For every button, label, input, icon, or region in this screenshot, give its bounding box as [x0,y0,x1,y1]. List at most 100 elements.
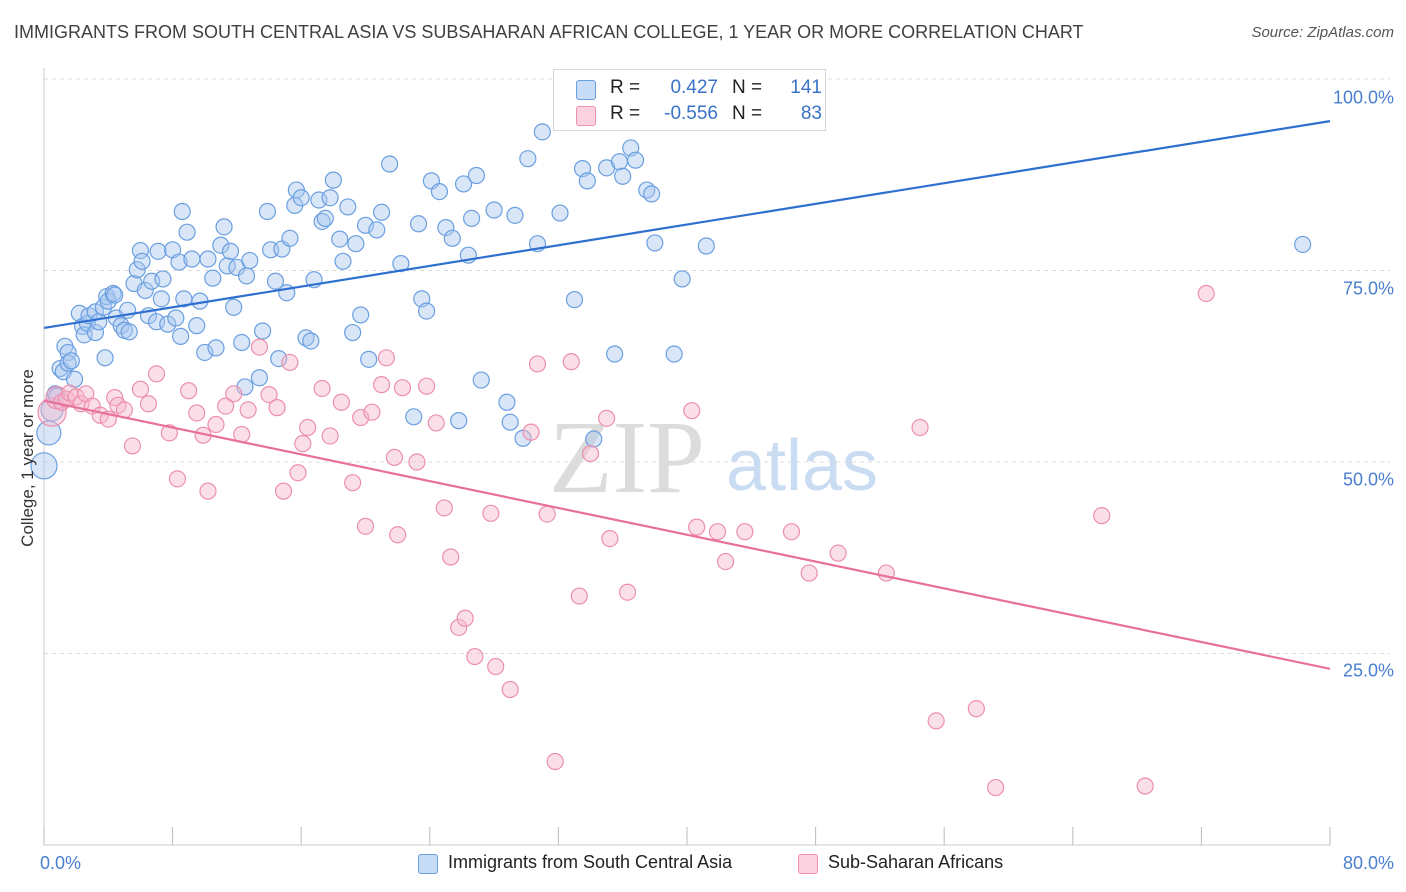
y-axis-label: College, 1 year or more [18,369,37,547]
point-blue [133,252,151,270]
point-blue [1294,235,1312,254]
watermark: ZIP atlas [549,400,878,515]
axes [43,68,1331,846]
point-pink [139,395,158,413]
trend-line-pink [43,399,1331,670]
correlation-legend: R = 0.427 N = 141 R = -0.556 N = 83 [553,69,826,131]
point-pink [562,353,580,371]
point-blue [606,345,624,363]
point-blue [59,354,77,372]
point-blue [183,250,201,268]
point-blue [485,201,503,219]
point-pink [268,399,286,417]
point-blue [321,189,339,207]
point-pink [546,752,564,771]
point-pink [199,482,217,500]
point-blue [297,329,315,347]
point-pink [1093,507,1111,525]
point-blue [90,313,108,331]
point-pink [289,464,307,482]
point-blue [241,251,259,270]
point-blue [324,171,342,189]
point-blue [360,350,378,368]
point-pink [352,408,370,427]
bottom-legend-swatch-pink [798,854,818,874]
point-blue [339,198,357,216]
series-pink-points [37,284,1215,797]
point-pink [618,583,637,601]
point-blue [417,302,436,320]
point-blue [372,203,391,221]
point-pink [332,393,350,411]
point-blue [381,155,399,173]
point-blue [443,229,461,247]
point-pink [393,379,412,397]
point-pink [538,505,556,523]
point-pink [321,427,339,445]
point-pink [131,380,150,398]
legend-r-value: 0.427 [670,77,718,98]
point-pink [160,424,178,442]
bottom-legend-swatch-blue [418,854,438,874]
point-blue [430,183,449,201]
point-pink [800,564,818,582]
point-blue [120,323,138,341]
point-pink [239,401,257,419]
point-pink [180,382,198,400]
point-blue [170,253,188,271]
point-blue [154,270,172,288]
point-blue [302,332,320,350]
point-pink [299,418,317,437]
point-blue [646,234,664,252]
point-blue [665,345,683,363]
point-blue [356,216,375,234]
point-blue [221,242,240,260]
point-pink [688,518,706,536]
point-pink [435,499,453,517]
legend-n-value: 141 [790,77,822,98]
point-blue [368,221,386,239]
point-blue [178,223,196,241]
point-pink [417,377,436,395]
chart-title: IMMIGRANTS FROM SOUTH CENTRAL ASIA VS SU… [14,22,1084,42]
point-pink [528,355,547,373]
x-tick-label-min: 0.0% [40,853,82,873]
point-pink [877,564,895,582]
point-pink [123,437,142,455]
point-pink [344,474,362,492]
legend-n-label: N = [732,103,763,124]
point-blue [250,369,269,387]
point-blue [506,206,524,224]
point-blue [344,323,362,342]
point-blue [270,349,288,368]
point-blue [313,212,331,231]
point-blue [212,236,230,254]
point-blue [233,333,251,352]
point-pink [487,657,505,676]
point-blue [30,452,58,480]
trend-line-blue [43,120,1331,330]
point-blue [462,209,481,228]
point-blue [643,185,661,203]
y-tick-label: 100.0% [1332,87,1394,108]
legend-swatch-pink [576,106,596,126]
point-blue [204,269,222,287]
point-pink [408,453,426,471]
point-pink [313,379,331,398]
point-blue [533,123,551,141]
point-blue [172,327,190,345]
point-blue [96,349,114,367]
point-blue [207,339,225,357]
point-blue [292,189,310,207]
source-label: Source: ZipAtlas.com [1251,24,1394,41]
point-pink [260,385,278,404]
point-pink [570,587,588,605]
point-blue [347,235,365,253]
point-blue [334,252,352,270]
point-blue [331,230,349,248]
point-pink [389,526,407,544]
legend-r-label: R = [610,103,641,124]
legend-r-label: R = [610,77,641,98]
point-blue [86,323,105,342]
